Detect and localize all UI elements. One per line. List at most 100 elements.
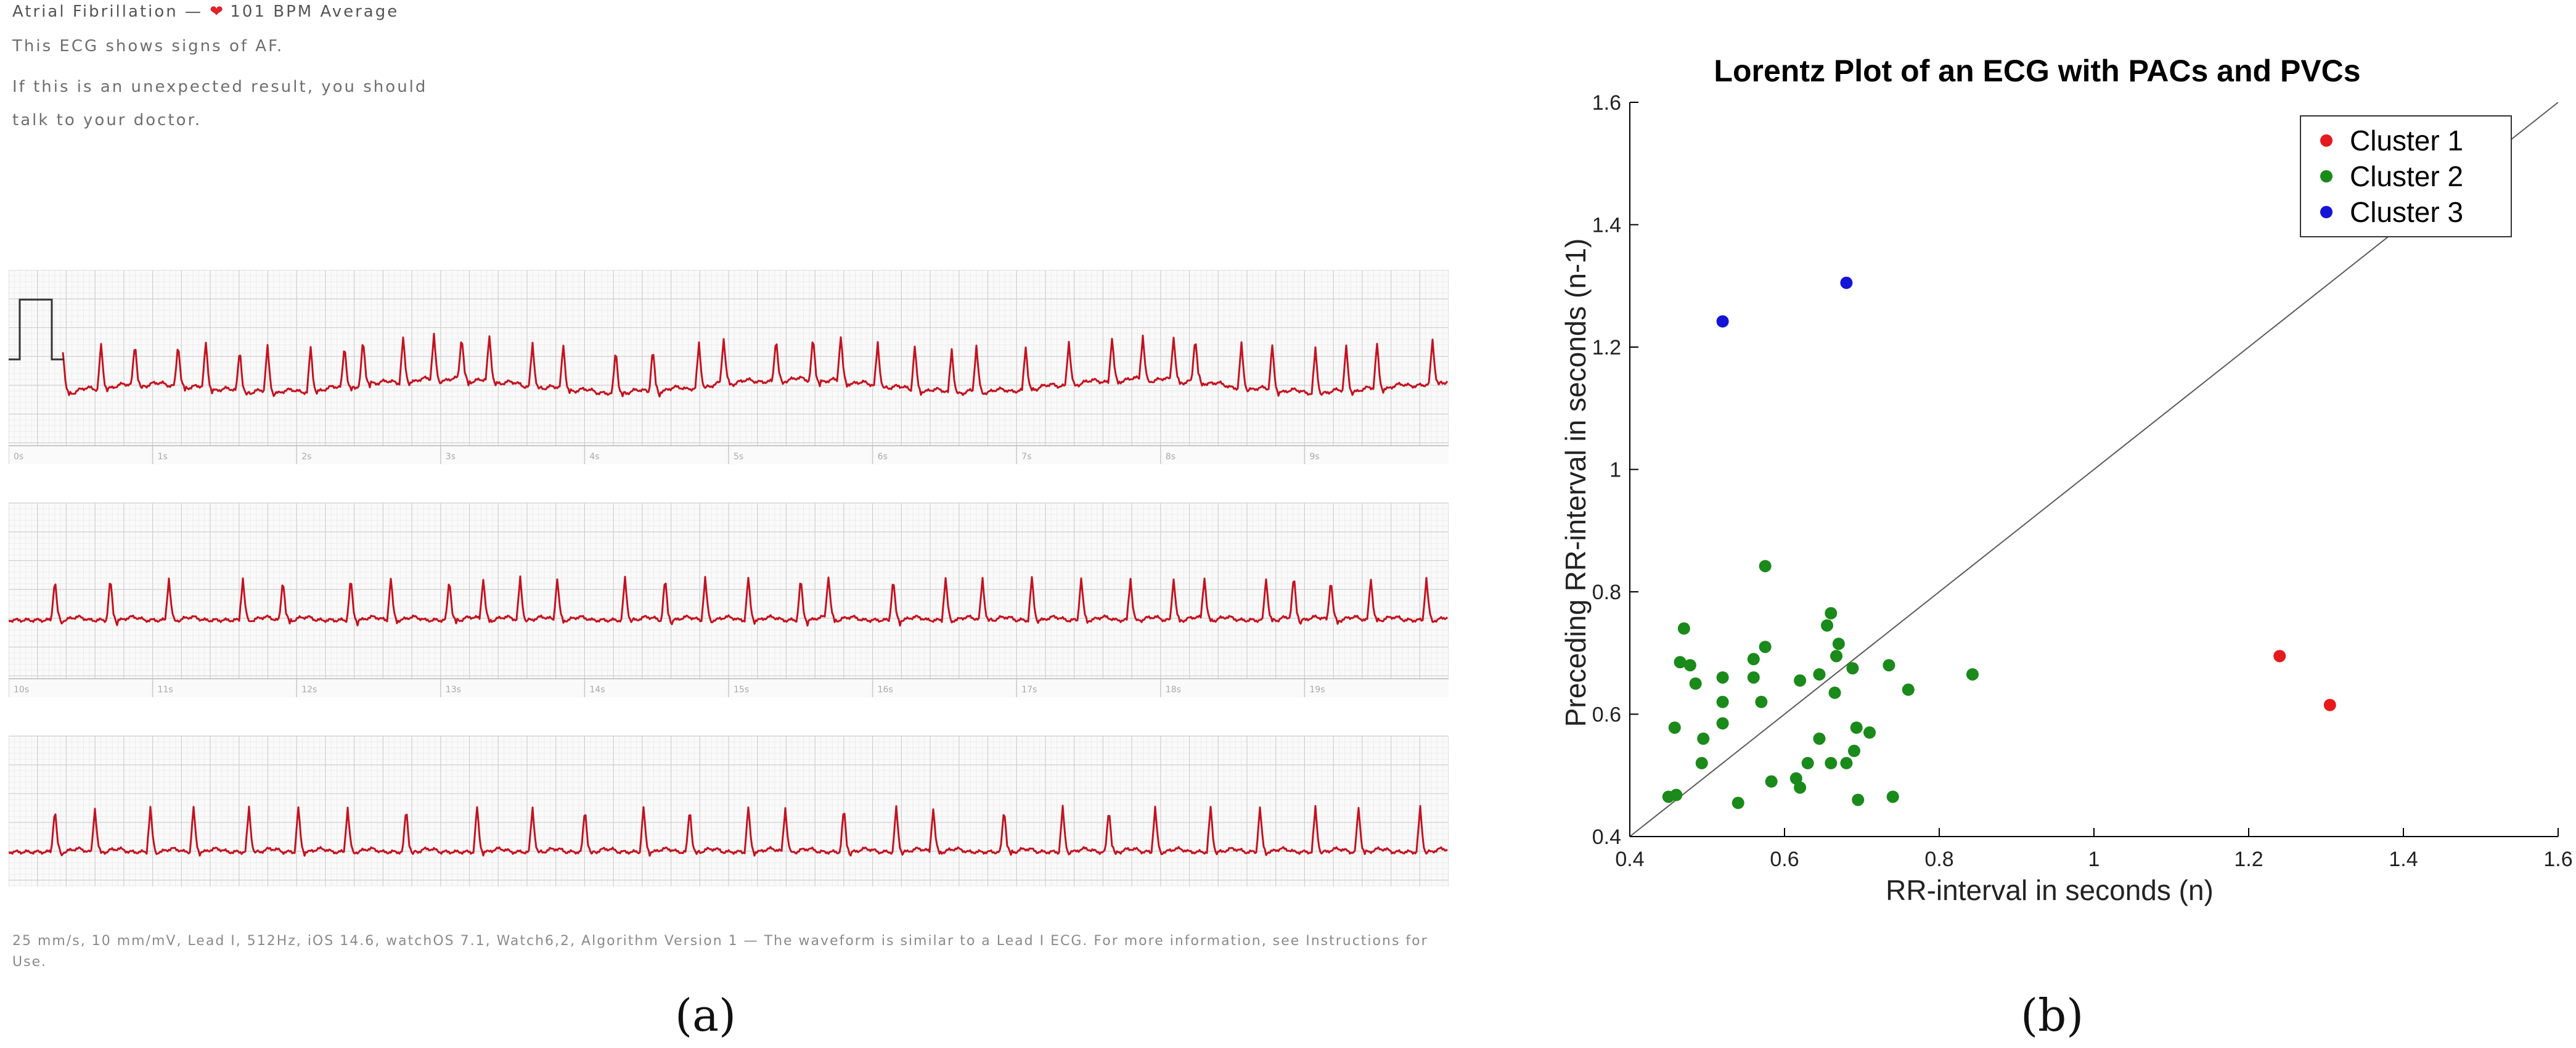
ecg-second-label: 4s xyxy=(589,452,599,462)
data-point xyxy=(1732,796,1744,809)
ecg-second-label: 2s xyxy=(301,452,311,462)
data-point xyxy=(2273,650,2286,663)
ecg-strips: 0s 1s 2s 3s 4s 5s 6s 7s 8s 9s 10s 11s 12s 13s 14s 15s 16… xyxy=(9,270,1449,886)
ecg-strip: 20s21s22s23s24s25s26s27s28s29s xyxy=(9,735,1449,886)
data-points xyxy=(1662,276,2336,809)
ecg-result-title: Atrial Fibrillation — ❤ 101 BPM Average xyxy=(12,2,399,21)
x-tick-label: 1.6 xyxy=(2543,848,2572,871)
ecg-second-label: 10s xyxy=(14,685,29,695)
data-point xyxy=(1716,695,1729,708)
data-point xyxy=(1755,695,1768,708)
data-point xyxy=(1801,756,1814,769)
legend-box xyxy=(2300,115,2512,237)
ecg-advice-line-1: If this is an unexpected result, you sho… xyxy=(12,78,428,96)
y-tick-label: 0.8 xyxy=(1592,581,1621,604)
data-point xyxy=(1832,637,1845,650)
ecg-second-label: 17s xyxy=(1021,685,1037,695)
data-point xyxy=(1883,659,1895,672)
data-point xyxy=(1886,790,1899,803)
data-point xyxy=(1828,686,1841,699)
legend-entry: Cluster 2 xyxy=(2350,160,2463,192)
ecg-trace xyxy=(62,332,1449,398)
x-axis-label: RR-interval in seconds (n) xyxy=(1886,874,2214,906)
data-point xyxy=(1821,619,1834,632)
lorentz-plot-panel: Lorentz Plot of an ECG with PACs and PVC… xyxy=(1523,37,2576,1041)
data-point xyxy=(1716,717,1729,730)
data-point xyxy=(1759,560,1772,573)
legend-entry: Cluster 3 xyxy=(2350,196,2463,228)
data-point xyxy=(1840,756,1853,769)
ecg-advice-line-2: talk to your doctor. xyxy=(12,111,202,129)
ecg-second-label: 15s xyxy=(734,685,749,695)
ecg-second-label: 3s xyxy=(446,452,456,462)
calibration-pulse xyxy=(9,298,64,361)
data-point xyxy=(1852,793,1865,806)
x-tick-label: 0.6 xyxy=(1770,848,1799,871)
lorentz-plot: Lorentz Plot of an ECG with PACs and PVC… xyxy=(1560,54,2573,906)
data-point xyxy=(1840,276,1853,289)
data-point xyxy=(1747,671,1760,684)
data-point xyxy=(1716,671,1729,684)
data-point xyxy=(1759,641,1772,653)
data-point xyxy=(1668,721,1681,734)
chart-title: Lorentz Plot of an ECG with PACs and PVC… xyxy=(1714,54,2360,88)
ecg-second-label: 19s xyxy=(1309,685,1325,695)
legend-marker xyxy=(2320,206,2333,218)
y-axis-ticks: 0.4 0.6 0.8 1 1.2 1.4 1.6 xyxy=(1592,91,1638,849)
data-point xyxy=(1695,756,1708,769)
ecg-report-panel: Atrial Fibrillation — ❤ 101 BPM Average … xyxy=(9,2,1449,1041)
ecg-second-label: 7s xyxy=(1021,452,1031,462)
x-tick-label: 1.4 xyxy=(2389,848,2418,871)
data-point xyxy=(1902,683,1915,696)
y-tick-label: 0.4 xyxy=(1592,825,1621,849)
data-point xyxy=(1794,781,1807,794)
x-tick-label: 0.4 xyxy=(1615,848,1644,871)
ecg-second-label: 11s xyxy=(158,685,173,695)
data-point xyxy=(1863,726,1876,739)
ecg-strip: 10s 11s 12s 13s 14s 15s 16s 17s 18s 19s xyxy=(9,502,1449,697)
ecg-second-label: 13s xyxy=(446,685,461,695)
x-tick-label: 1.2 xyxy=(2234,848,2263,871)
ecg-strip: 0s 1s 2s 3s 4s 5s 6s 7s 8s 9s xyxy=(9,270,1449,464)
data-point xyxy=(1689,677,1702,690)
ecg-recording-details: 25 mm/s, 10 mm/mV, Lead I, 512Hz, iOS 14… xyxy=(12,933,1428,970)
panel-label-b: (b) xyxy=(2021,989,2084,1041)
data-point xyxy=(1674,656,1687,669)
data-point xyxy=(1846,662,1859,675)
ecg-second-label: 1s xyxy=(158,452,168,462)
ecg-title-prefix: Atrial Fibrillation — xyxy=(12,2,210,21)
y-tick-label: 1.4 xyxy=(1592,214,1621,237)
y-tick-label: 1 xyxy=(1609,459,1621,482)
y-tick-label: 1.6 xyxy=(1592,91,1621,115)
ecg-second-label: 16s xyxy=(878,685,893,695)
data-point xyxy=(2323,698,2336,711)
data-point xyxy=(1677,622,1690,635)
data-point xyxy=(1850,721,1863,734)
y-tick-label: 1.2 xyxy=(1592,336,1621,359)
ecg-second-label: 6s xyxy=(878,452,888,462)
ecg-second-label: 14s xyxy=(589,685,605,695)
ecg-second-label: 0s xyxy=(14,452,23,462)
ecg-title-suffix: 101 BPM Average xyxy=(223,2,399,21)
legend-marker xyxy=(2320,170,2333,182)
heart-icon: ❤ xyxy=(210,2,224,21)
data-point xyxy=(1966,668,1979,681)
data-point xyxy=(1765,775,1778,788)
ecg-trace xyxy=(9,575,1449,627)
ecg-second-label: 5s xyxy=(734,452,743,462)
legend-marker xyxy=(2320,134,2333,147)
data-point xyxy=(1825,607,1838,620)
y-tick-label: 0.6 xyxy=(1592,703,1621,727)
ecg-second-label: 18s xyxy=(1166,685,1181,695)
ecg-second-label: 12s xyxy=(301,685,317,695)
x-tick-label: 0.8 xyxy=(1924,848,1953,871)
x-axis-ticks: 0.4 0.6 0.8 1 1.2 1.4 1.6 xyxy=(1615,828,2573,871)
data-point xyxy=(1697,732,1710,745)
data-point xyxy=(1747,653,1760,666)
legend-entry: Cluster 1 xyxy=(2350,125,2463,157)
ecg-result-summary: This ECG shows signs of AF. xyxy=(12,37,284,55)
data-point xyxy=(1716,315,1729,328)
ecg-trace xyxy=(9,804,1448,857)
panel-label-a: (a) xyxy=(675,989,737,1041)
